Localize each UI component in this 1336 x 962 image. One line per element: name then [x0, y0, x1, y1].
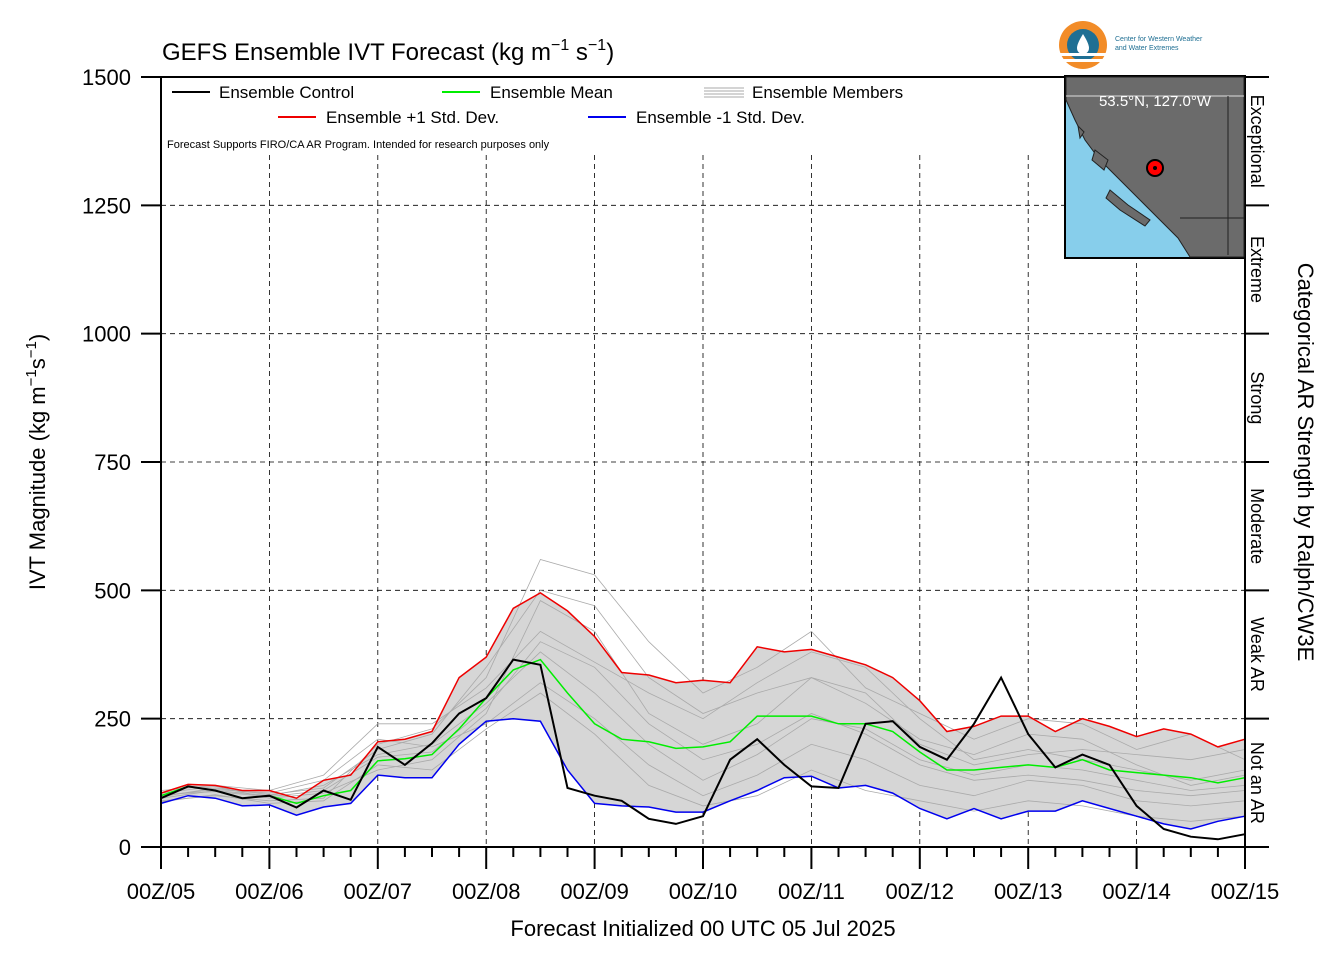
x-tick-label: 00Z/15: [1211, 879, 1280, 904]
legend: Ensemble Control Ensemble Mean Ensemble …: [167, 83, 903, 151]
x-tick-label: 00Z/11: [778, 879, 845, 904]
member-line: [160, 682, 1246, 807]
series-lines: [160, 592, 1246, 841]
logo-text-line1: Center for Western Weather: [1115, 36, 1203, 43]
x-tick-label: 00Z/12: [886, 879, 955, 904]
plus-std-line: [160, 592, 1246, 800]
y-axis-label: IVT Magnitude (kg m−1s−1): [23, 334, 50, 590]
category-label: Strong: [1247, 371, 1267, 424]
legend-label-control: Ensemble Control: [219, 83, 354, 102]
x-tick-label: 00Z/13: [994, 879, 1063, 904]
category-label: Exceptional: [1247, 95, 1267, 188]
member-line: [160, 600, 1246, 799]
member-line: [160, 692, 1246, 822]
location-marker-center: [1153, 166, 1157, 170]
cw3e-logo: Center for Western Weather and Water Ext…: [1059, 21, 1203, 69]
legend-swatch-members: [704, 87, 744, 98]
member-line: [160, 589, 1246, 798]
map-islands: [1077, 124, 1151, 227]
legend-label-mean: Ensemble Mean: [490, 83, 613, 102]
legend-label-minus-std: Ensemble -1 Std. Dev.: [636, 108, 805, 127]
category-label: Extreme: [1247, 236, 1267, 303]
mean-line: [160, 658, 1246, 805]
member-line: [160, 559, 1246, 802]
member-line: [160, 630, 1246, 791]
chart-title: GEFS Ensemble IVT Forecast (kg m−1 s−1): [162, 37, 614, 66]
map-coordinates: 53.5°N, 127.0°W: [1099, 93, 1212, 110]
right-axis-label: Categorical AR Strength by Ralph/CW3E: [1293, 263, 1318, 662]
y-tick-label: 500: [94, 578, 131, 603]
x-tick-label: 00Z/09: [560, 879, 629, 904]
x-tick-label: 00Z/10: [669, 879, 738, 904]
control-line: [160, 658, 1246, 841]
ensemble-members: [160, 559, 1246, 822]
y-tick-label: 250: [94, 707, 131, 732]
legend-label-members: Ensemble Members: [752, 83, 903, 102]
std-band: [161, 592, 1245, 829]
category-axis: Not an AR Weak AR Moderate Strong Extreme Exc…: [1244, 76, 1269, 848]
minus-std-line: [160, 717, 1246, 830]
x-tick-label: 00Z/07: [344, 879, 413, 904]
logo-text-line2: and Water Extremes: [1115, 45, 1179, 52]
x-tick-label: 00Z/05: [127, 879, 196, 904]
std-band-fill: [161, 592, 1245, 829]
location-map: 53.5°N, 127.0°W: [1064, 75, 1246, 259]
research-note: Forecast Supports FIRO/CA AR Program. In…: [167, 139, 550, 151]
y-tick-label: 1250: [82, 193, 131, 218]
category-label: Not an AR: [1247, 742, 1267, 824]
y-tick-label: 1000: [82, 322, 131, 347]
x-axis-label: Forecast Initialized 00 UTC 05 Jul 2025: [510, 916, 895, 941]
x-tick-label: 00Z/06: [235, 879, 304, 904]
y-tick-label: 0: [119, 835, 131, 860]
x-tick-label: 00Z/14: [1102, 879, 1171, 904]
y-tick-label: 750: [94, 450, 131, 475]
category-label: Weak AR: [1247, 617, 1267, 692]
category-label: Moderate: [1247, 488, 1267, 564]
x-tick-label: 00Z/08: [452, 879, 521, 904]
y-tick-label: 1500: [82, 65, 131, 90]
legend-label-plus-std: Ensemble +1 Std. Dev.: [326, 108, 499, 127]
logo-drop-icon: [1077, 34, 1089, 54]
member-line: [160, 641, 1246, 798]
